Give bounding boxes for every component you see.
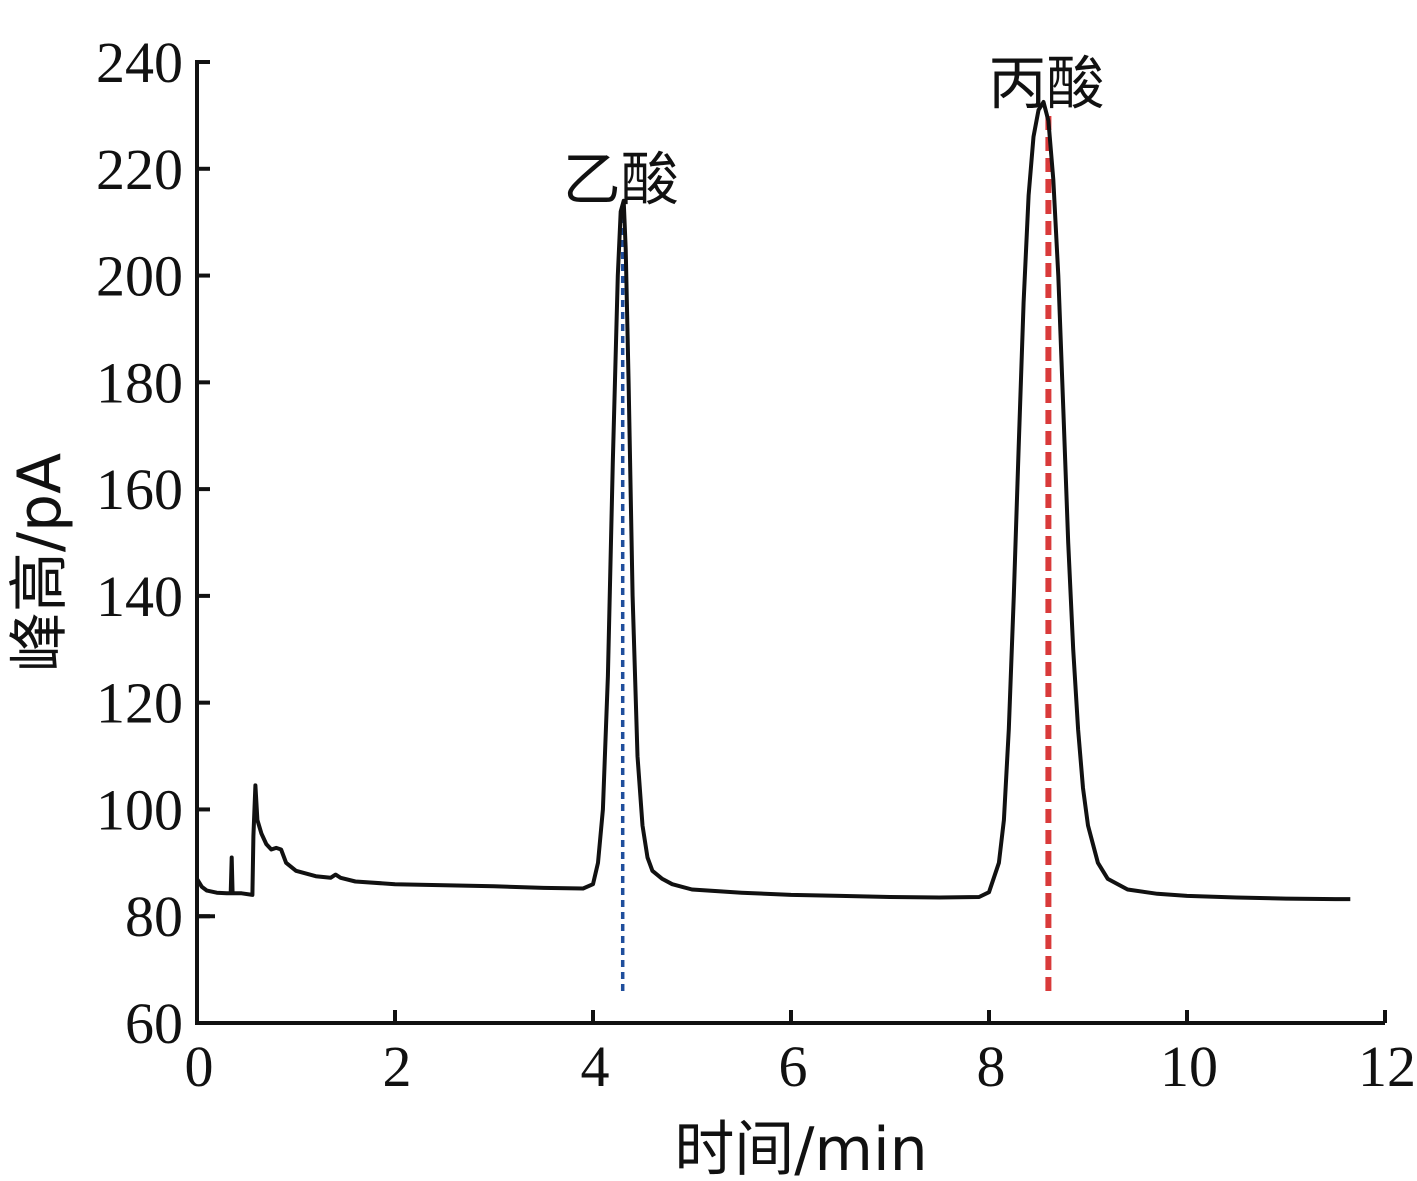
y-tick-label: 60 xyxy=(125,991,183,1056)
y-tick-label: 240 xyxy=(96,30,183,95)
y-tick-label: 220 xyxy=(96,137,183,202)
plot-area: 乙酸 丙酸 xyxy=(195,49,1351,991)
axes: 60 80 100 120 140 160 180 200 220 240 0 2 4 6 8 10 12 xyxy=(96,30,1416,1099)
x-axis-title: 时间/min xyxy=(674,1115,927,1181)
x-tick-label: 12 xyxy=(1358,1034,1416,1099)
x-tick-label: 10 xyxy=(1160,1034,1218,1099)
x-tick-label: 2 xyxy=(383,1034,412,1099)
peak-label: 丙酸 xyxy=(988,49,1104,117)
y-tick-label: 200 xyxy=(96,244,183,309)
chromatogram-trace xyxy=(195,100,1351,902)
x-tick-label: 4 xyxy=(581,1034,610,1099)
peak-label: 乙酸 xyxy=(563,145,679,213)
y-tick-label: 180 xyxy=(96,350,183,415)
y-tick-label: 100 xyxy=(96,777,183,842)
x-tick-label: 6 xyxy=(779,1034,808,1099)
y-axis-title: 峰高/pA xyxy=(5,453,75,672)
y-tick-label: 80 xyxy=(125,884,183,949)
y-tick-label: 120 xyxy=(96,671,183,736)
x-tick-label: 8 xyxy=(977,1034,1006,1099)
y-tick-label: 140 xyxy=(96,564,183,629)
x-tick-label: 0 xyxy=(185,1034,214,1099)
y-tick-label: 160 xyxy=(96,457,183,522)
